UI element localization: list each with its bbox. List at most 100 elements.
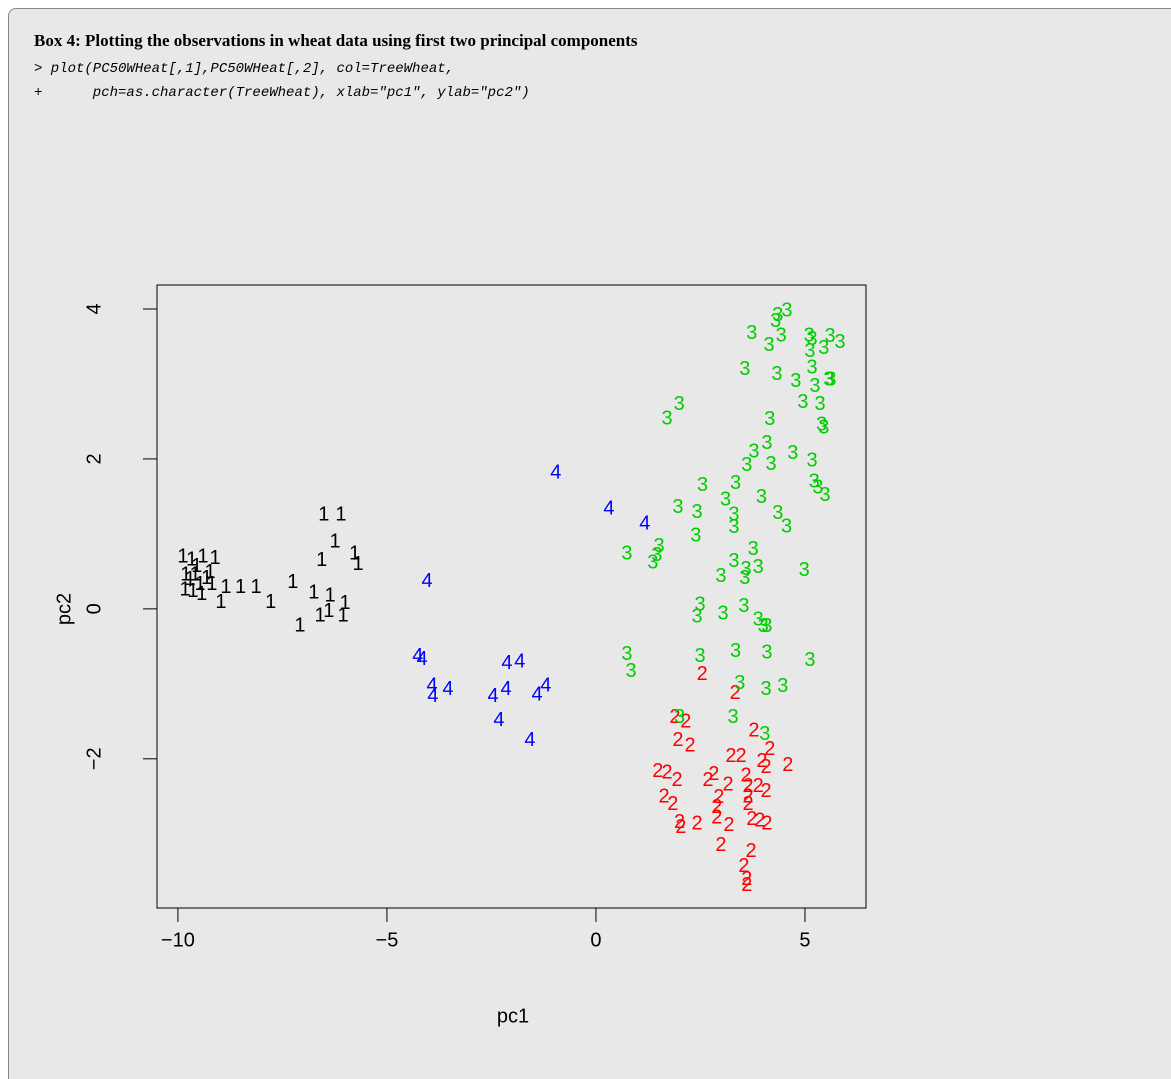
point: 3 <box>766 453 777 475</box>
point: 1 <box>235 576 246 598</box>
point: 4 <box>416 648 427 670</box>
point: 1 <box>330 530 341 552</box>
point: 3 <box>818 416 829 438</box>
point: 2 <box>743 775 754 797</box>
point: 4 <box>603 497 614 519</box>
point: 4 <box>421 570 432 592</box>
point: 3 <box>790 370 801 392</box>
point: 4 <box>412 645 423 667</box>
point: 2 <box>764 738 775 760</box>
point: 3 <box>621 542 632 564</box>
point: 3 <box>728 706 739 728</box>
point: 3 <box>816 413 827 435</box>
point: 3 <box>807 449 818 471</box>
point: 3 <box>694 593 705 615</box>
point: 1 <box>318 503 329 525</box>
y-tick-label: 0 <box>83 603 105 614</box>
point: 3 <box>728 516 739 538</box>
point: 3 <box>748 538 759 560</box>
point: 4 <box>442 678 453 700</box>
point: 3 <box>761 615 772 637</box>
y-tick-label: 2 <box>83 453 105 464</box>
point: 1 <box>314 605 325 627</box>
point: 4 <box>501 652 512 674</box>
point: 3 <box>758 615 769 637</box>
point: 1 <box>184 568 195 590</box>
point: 2 <box>756 750 767 772</box>
point: 1 <box>337 605 348 627</box>
point: 1 <box>220 576 231 598</box>
point: 3 <box>674 706 685 728</box>
point: 3 <box>739 567 750 589</box>
point: 2 <box>661 761 672 783</box>
code-box: Box 4: Plotting the observations in whea… <box>8 8 1171 1079</box>
y-axis-label: pc2 <box>53 593 75 625</box>
point: 2 <box>761 756 772 778</box>
point: 3 <box>804 649 815 671</box>
point: 3 <box>781 300 792 322</box>
point: 3 <box>797 391 808 413</box>
point: 1 <box>265 591 276 613</box>
point: 4 <box>501 678 512 700</box>
point: 2 <box>741 868 752 890</box>
point: 3 <box>672 496 683 518</box>
point: 2 <box>652 760 663 782</box>
point: 3 <box>781 515 792 537</box>
point: 4 <box>524 729 535 751</box>
point: 3 <box>807 328 818 350</box>
point: 3 <box>807 356 818 378</box>
point: 1 <box>196 583 207 605</box>
point: 2 <box>745 840 756 862</box>
point: 2 <box>659 785 670 807</box>
point: 3 <box>690 524 701 546</box>
point: 1 <box>349 542 360 564</box>
point: 1 <box>335 503 346 525</box>
point: 3 <box>809 375 820 397</box>
point: 2 <box>761 780 772 802</box>
point: 2 <box>746 808 757 830</box>
point: 3 <box>812 476 823 498</box>
point: 3 <box>771 363 782 385</box>
point: 4 <box>488 685 499 707</box>
point: 3 <box>715 565 726 587</box>
point: 1 <box>294 614 305 636</box>
point: 2 <box>711 796 722 818</box>
point: 3 <box>692 605 703 627</box>
point: 1 <box>215 591 226 613</box>
x-tick-label: 0 <box>590 929 601 951</box>
point: 3 <box>814 393 825 415</box>
point: 1 <box>187 580 198 602</box>
point: 2 <box>748 719 759 741</box>
point: 2 <box>672 729 683 751</box>
code-line: + pch=as.character(TreeWheat), xlab="pc1… <box>34 85 530 101</box>
point: 3 <box>777 675 788 697</box>
point: 3 <box>625 660 636 682</box>
point: 2 <box>725 745 736 767</box>
point: 2 <box>753 775 764 797</box>
point: 4 <box>540 674 551 696</box>
point: 1 <box>340 592 351 614</box>
point: 3 <box>674 393 685 415</box>
point: 3 <box>730 472 741 494</box>
point: 1 <box>251 576 262 598</box>
point: 3 <box>739 358 750 380</box>
point: 1 <box>323 600 334 622</box>
point: 1 <box>325 584 336 606</box>
x-tick-label: −5 <box>376 929 399 951</box>
point: 2 <box>708 763 719 785</box>
point: 3 <box>823 368 834 390</box>
point: 4 <box>427 685 438 707</box>
point: 2 <box>743 793 754 815</box>
point: 3 <box>654 535 665 557</box>
point: 2 <box>722 773 733 795</box>
point: 3 <box>661 407 672 429</box>
point: 1 <box>191 555 202 577</box>
point: 2 <box>754 809 765 831</box>
point: 3 <box>753 608 764 630</box>
point: 3 <box>761 678 772 700</box>
point: 3 <box>741 454 752 476</box>
point: 2 <box>711 806 722 828</box>
point: 1 <box>210 547 221 569</box>
point: 3 <box>772 304 783 326</box>
point: 3 <box>740 558 751 580</box>
